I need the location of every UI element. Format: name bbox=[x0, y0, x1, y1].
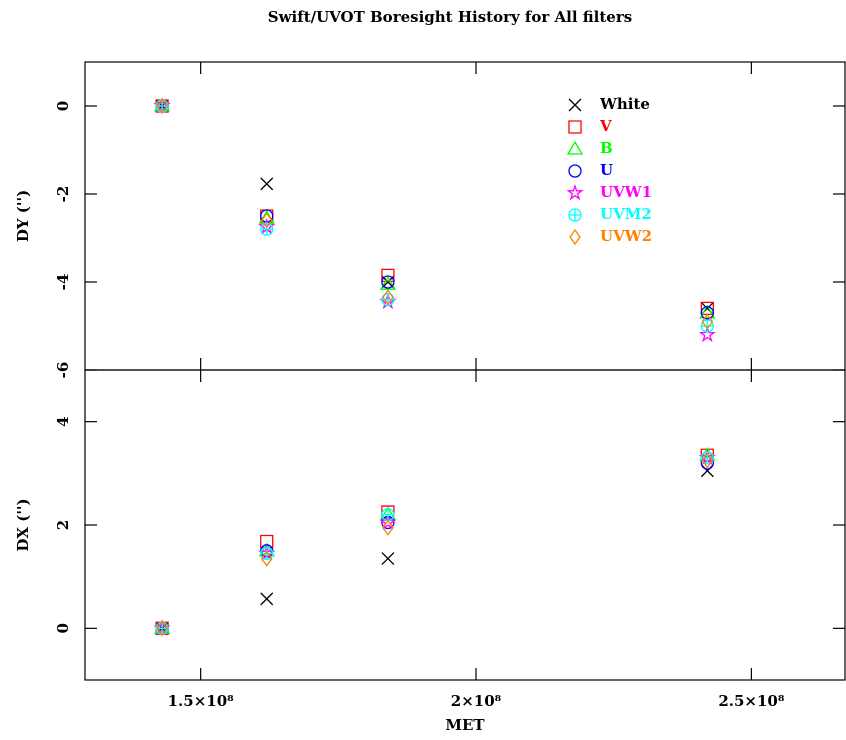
data-point bbox=[156, 620, 168, 637]
data-point bbox=[260, 534, 274, 549]
y-tick-label: 0 bbox=[54, 623, 72, 633]
x-tick-label: 1.5×10⁸ bbox=[168, 692, 235, 710]
plot-frame bbox=[84, 369, 846, 681]
legend-label: U bbox=[600, 161, 613, 179]
legend-marker bbox=[569, 228, 581, 246]
data-point bbox=[155, 99, 169, 113]
data-point bbox=[381, 275, 395, 289]
data-point bbox=[700, 306, 714, 320]
y-axis-label: DX ('') bbox=[14, 498, 32, 551]
data-point bbox=[155, 621, 169, 635]
data-point bbox=[698, 325, 716, 343]
legend-label: V bbox=[599, 117, 612, 135]
legend-label: UVW2 bbox=[600, 227, 652, 245]
data-point bbox=[260, 592, 274, 606]
y-tick-label: 2 bbox=[54, 520, 72, 530]
data-point bbox=[381, 552, 395, 566]
y-axis-label: DY ('') bbox=[14, 190, 32, 242]
data-point bbox=[260, 212, 273, 229]
y-tick-label: 4 bbox=[54, 416, 72, 426]
data-point bbox=[701, 452, 714, 469]
chart-title: Swift/UVOT Boresight History for All fil… bbox=[268, 8, 632, 26]
data-point bbox=[260, 177, 274, 191]
data-point bbox=[260, 546, 274, 561]
data-point bbox=[379, 513, 397, 530]
data-point bbox=[379, 275, 397, 290]
data-point bbox=[382, 519, 394, 536]
legend-label: UVW1 bbox=[600, 183, 652, 201]
legend-marker bbox=[568, 208, 582, 222]
data-point bbox=[701, 313, 714, 330]
y-tick-label: -4 bbox=[54, 274, 72, 291]
legend-marker bbox=[568, 120, 582, 134]
legend-label: UVM2 bbox=[600, 205, 652, 223]
data-point bbox=[260, 209, 274, 223]
legend-marker bbox=[566, 183, 584, 201]
y-tick-label: 0 bbox=[54, 101, 72, 111]
x-tick-label: 2.5×10⁸ bbox=[718, 692, 785, 710]
y-tick-label: -2 bbox=[54, 186, 72, 203]
legend-marker bbox=[566, 140, 584, 155]
y-tick-label: -6 bbox=[54, 362, 72, 379]
x-axis-label: MET bbox=[445, 716, 485, 734]
legend-label: B bbox=[600, 139, 613, 157]
data-point bbox=[260, 222, 274, 236]
data-point bbox=[156, 97, 168, 115]
plot-frame bbox=[84, 61, 846, 371]
legend-marker bbox=[568, 98, 582, 112]
data-point bbox=[381, 508, 395, 522]
legend-marker bbox=[568, 164, 582, 178]
data-point bbox=[699, 304, 716, 319]
legend-label: White bbox=[599, 95, 650, 113]
data-point bbox=[260, 550, 273, 567]
x-tick-label: 2×10⁸ bbox=[451, 692, 502, 710]
data-point bbox=[382, 289, 394, 306]
data-point bbox=[700, 319, 714, 333]
